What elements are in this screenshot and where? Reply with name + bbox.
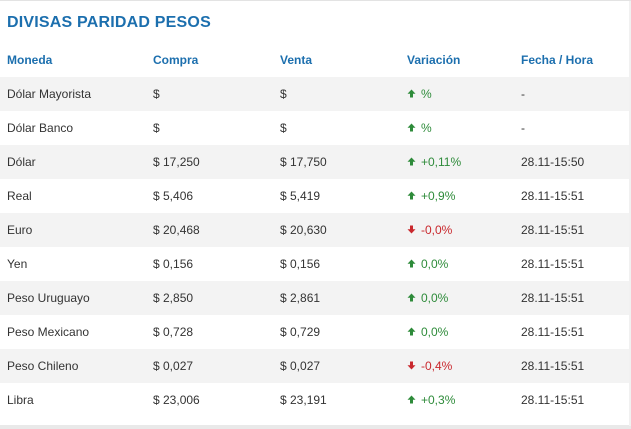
cell-venta: $ 0,729	[280, 325, 321, 339]
cell-venta: $ 5,419	[280, 189, 321, 203]
cell-compra: $ 23,006	[153, 393, 200, 407]
cell-venta: $	[280, 121, 287, 135]
arrow-up-icon	[407, 259, 418, 268]
cell-variacion: %	[407, 77, 521, 111]
cell-fecha-hora: -	[521, 121, 525, 135]
cell-fecha-hora: 28.11-15:51	[521, 223, 585, 237]
variacion-value: +0,11%	[421, 154, 462, 169]
cell-compra: $	[153, 87, 160, 101]
variacion-value: %	[421, 120, 432, 135]
variacion-value: +0,3%	[421, 392, 456, 407]
cell-variacion: 0,0%	[407, 247, 521, 281]
cell-moneda: Yen	[7, 257, 28, 271]
arrow-up-icon	[407, 89, 418, 98]
table-row: Euro $ 20,468 $ 20,630 -0,0% 28.11-15:51	[0, 213, 629, 247]
cell-fecha-hora: 28.11-15:51	[521, 359, 585, 373]
table-row: Peso Chileno $ 0,027 $ 0,027 -0,4% 28.11-15:…	[0, 349, 629, 383]
column-header-fecha-hora: Fecha / Hora	[521, 53, 594, 67]
cell-moneda: Peso Chileno	[7, 359, 79, 373]
variacion-value: -0,0%	[421, 222, 453, 237]
cell-variacion: 0,0%	[407, 315, 521, 349]
cell-moneda: Libra	[7, 393, 34, 407]
table-body: Dólar Mayorista $ $% - Dólar Banco $ $% - Dólar $…	[0, 77, 629, 417]
variacion-value: +0,9%	[421, 188, 456, 203]
cell-moneda: Peso Uruguayo	[7, 291, 90, 305]
cell-venta: $ 0,027	[280, 359, 321, 373]
arrow-up-icon	[407, 123, 418, 132]
cell-compra: $	[153, 121, 160, 135]
cell-fecha-hora: -	[521, 87, 525, 101]
cell-compra: $ 0,156	[153, 257, 194, 271]
arrow-up-icon	[407, 395, 418, 404]
variacion-value: 0,0%	[421, 290, 449, 305]
right-border	[629, 1, 631, 426]
cell-compra: $ 20,468	[153, 223, 200, 237]
cell-moneda: Dólar	[7, 155, 36, 169]
arrow-up-icon	[407, 327, 418, 336]
arrow-down-icon	[407, 361, 418, 370]
column-header-moneda: Moneda	[7, 53, 53, 67]
cell-moneda: Dólar Banco	[7, 121, 74, 135]
cell-venta: $	[280, 87, 287, 101]
table-row: Peso Uruguayo $ 2,850 $ 2,861 0,0% 28.11-15:…	[0, 281, 629, 315]
cell-fecha-hora: 28.11-15:50	[521, 155, 585, 169]
panel-title: DIVISAS PARIDAD PESOS	[7, 14, 211, 31]
cell-variacion: -0,4%	[407, 349, 521, 383]
arrow-up-icon	[407, 191, 418, 200]
cell-variacion: %	[407, 111, 521, 145]
cell-variacion: +0,11%	[407, 145, 521, 179]
cell-moneda: Dólar Mayorista	[7, 87, 92, 101]
table-row: Libra $ 23,006 $ 23,191 +0,3% 28.11-15:51	[0, 383, 629, 417]
cell-compra: $ 0,728	[153, 325, 194, 339]
cell-venta: $ 0,156	[280, 257, 321, 271]
variacion-value: -0,4%	[421, 358, 453, 373]
cell-venta: $ 23,191	[280, 393, 327, 407]
cell-variacion: 0,0%	[407, 281, 521, 315]
currency-table: Moneda Compra Venta Variación Fecha / Ho…	[0, 43, 629, 417]
cell-fecha-hora: 28.11-15:51	[521, 393, 585, 407]
table-header-row: Moneda Compra Venta Variación Fecha / Ho…	[0, 43, 629, 77]
cell-moneda: Peso Mexicano	[7, 325, 90, 339]
variacion-value: 0,0%	[421, 256, 449, 271]
cell-moneda: Real	[7, 189, 32, 203]
table-row: Yen $ 0,156 $ 0,156 0,0% 28.11-15:51	[0, 247, 629, 281]
table-row: Dólar $ 17,250 $ 17,750 +0,11% 28.11-15:50	[0, 145, 629, 179]
cell-fecha-hora: 28.11-15:51	[521, 189, 585, 203]
cell-compra: $ 0,027	[153, 359, 194, 373]
cell-variacion: +0,9%	[407, 179, 521, 213]
cell-fecha-hora: 28.11-15:51	[521, 291, 585, 305]
column-header-compra: Compra	[153, 53, 199, 67]
cell-moneda: Euro	[7, 223, 33, 237]
arrow-up-icon	[407, 157, 418, 166]
cell-variacion: -0,0%	[407, 213, 521, 247]
column-header-venta: Venta	[280, 53, 313, 67]
table-row: Peso Mexicano $ 0,728 $ 0,729 0,0% 28.11-15:…	[0, 315, 629, 349]
cell-compra: $ 5,406	[153, 189, 194, 203]
column-header-variacion: Variación	[407, 53, 461, 67]
variacion-value: %	[421, 86, 432, 101]
arrow-up-icon	[407, 293, 418, 302]
arrow-down-icon	[407, 225, 418, 234]
table-row: Dólar Mayorista $ $% -	[0, 77, 629, 111]
cell-compra: $ 2,850	[153, 291, 194, 305]
table-row: Dólar Banco $ $% -	[0, 111, 629, 145]
cell-variacion: +0,3%	[407, 383, 521, 417]
cell-fecha-hora: 28.11-15:51	[521, 325, 585, 339]
cell-compra: $ 17,250	[153, 155, 200, 169]
cell-venta: $ 17,750	[280, 155, 327, 169]
table-row: Real $ 5,406 $ 5,419 +0,9% 28.11-15:51	[0, 179, 629, 213]
cell-venta: $ 2,861	[280, 291, 321, 305]
variacion-value: 0,0%	[421, 324, 449, 339]
cell-fecha-hora: 28.11-15:51	[521, 257, 585, 271]
cell-venta: $ 20,630	[280, 223, 327, 237]
